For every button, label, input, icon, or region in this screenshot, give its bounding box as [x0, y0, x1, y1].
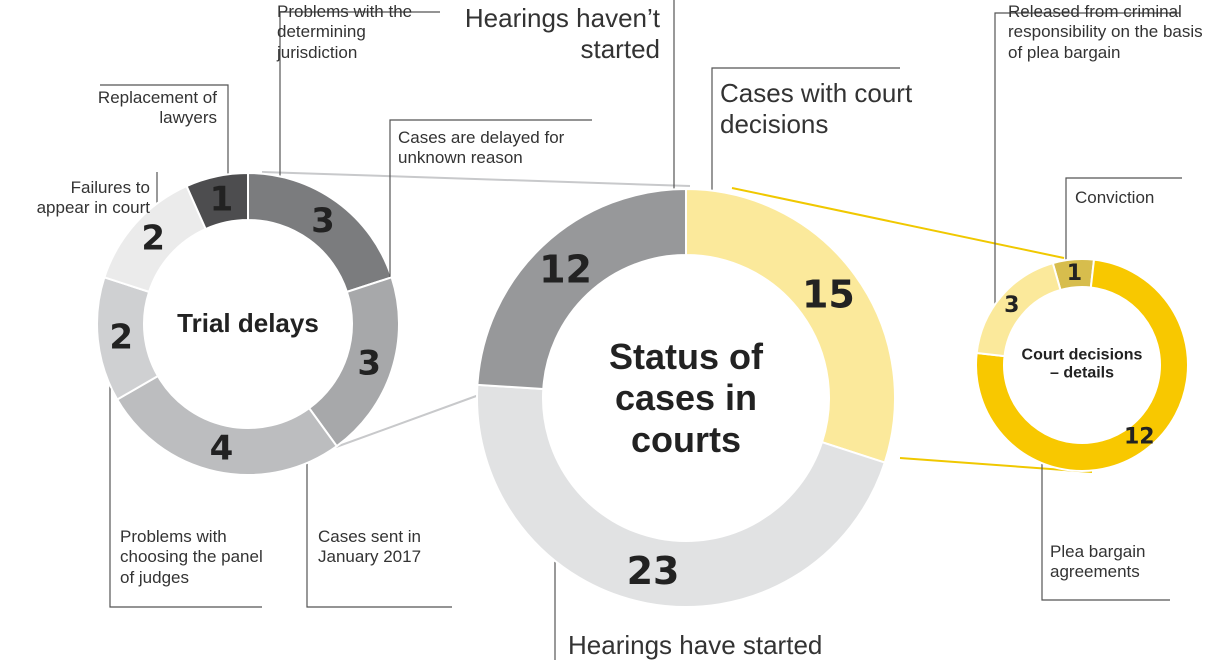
leader-line	[1041, 440, 1170, 601]
chart-title: Trial delays	[177, 308, 319, 339]
connector	[335, 394, 480, 448]
segment-label: Replacement of lawyers	[97, 88, 217, 128]
donut-segment	[476, 187, 687, 391]
leader-line	[279, 11, 440, 200]
segment-label: Cases with court decisions	[720, 78, 913, 140]
value-label: 23	[627, 549, 680, 593]
connector	[731, 187, 1065, 259]
segment-label: Hearings have started	[568, 630, 823, 660]
value-label: 12	[1124, 424, 1155, 449]
leader-line	[389, 119, 592, 300]
connector	[261, 171, 691, 187]
value-label: 1	[1067, 261, 1082, 286]
leader-line	[109, 330, 262, 608]
value-label: 4	[210, 429, 234, 469]
leader-line	[994, 12, 1180, 340]
segment-label: Plea bargain agreements	[1050, 542, 1146, 582]
segment-label: Cases are delayed for unknown reason	[398, 128, 565, 168]
value-label: 3	[311, 201, 335, 241]
leader-line	[100, 84, 229, 192]
donut-segment	[975, 261, 1062, 358]
segment-label: Problems with choosing the panel of judg…	[120, 527, 263, 587]
donut-segment	[975, 258, 1189, 472]
donut-segment	[685, 187, 896, 464]
value-label: 15	[802, 273, 855, 317]
segment-label: Released from criminal responsibility on…	[1008, 2, 1203, 62]
chart-title: Status of cases in courts	[608, 335, 763, 460]
value-label: 3	[357, 343, 381, 383]
donut-segment	[185, 171, 249, 231]
donut-segment	[476, 383, 887, 608]
segment-label: Problems with the determining jurisdicti…	[277, 2, 413, 62]
value-label: 1	[210, 179, 234, 219]
chart-title: Court decisions – details	[1021, 346, 1143, 382]
donut-segment	[307, 276, 400, 448]
segment-label: Failures to appear in court	[36, 178, 150, 218]
value-label: 12	[539, 248, 592, 292]
leader-line	[711, 67, 900, 205]
segment-label: Cases sent in January 2017	[318, 527, 422, 567]
leader-line	[306, 462, 452, 608]
segment-label: Hearings haven’t started	[464, 3, 660, 65]
value-label: 2	[141, 219, 165, 259]
leader-line	[1065, 177, 1182, 275]
value-label: 3	[1004, 293, 1019, 318]
value-label: 2	[109, 317, 133, 357]
segment-label: Conviction	[1075, 188, 1155, 207]
